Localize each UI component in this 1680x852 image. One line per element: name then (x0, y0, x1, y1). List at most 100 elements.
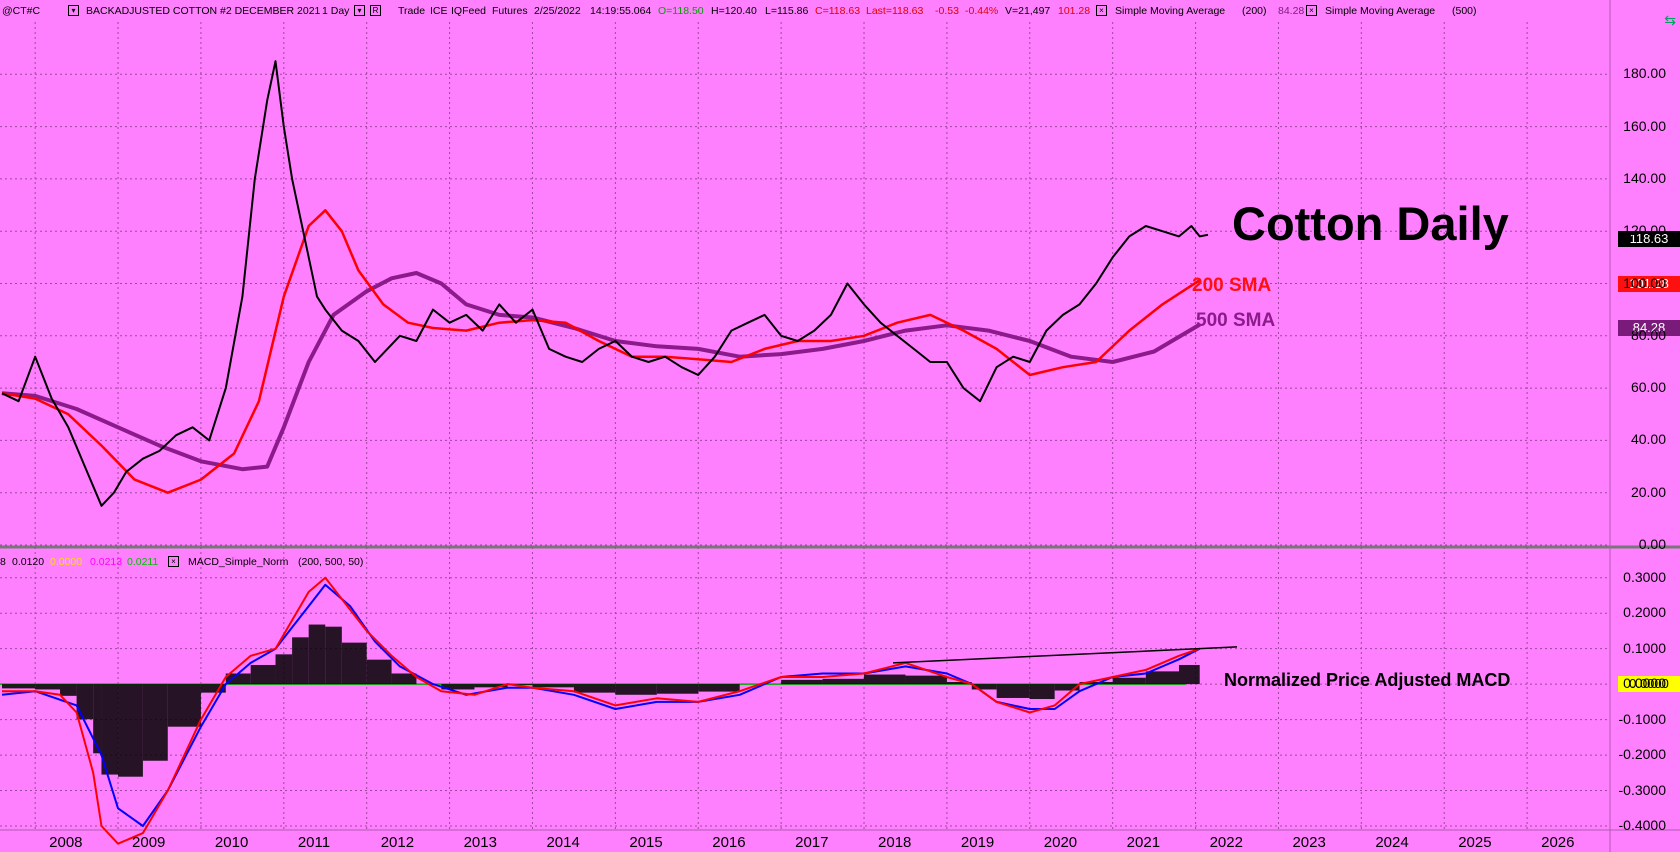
macd-histogram-bar (93, 684, 102, 754)
sma200-value: 101.28 (1058, 5, 1091, 17)
macd-header: 8 0.0120 0.0000 0.0213 0.0211 × MACD_Sim… (0, 551, 1610, 573)
x-tick-label: 2014 (546, 834, 580, 851)
feed: IQFeed (451, 5, 487, 17)
chart-header: @CT#C ▾ BACKADJUSTED COTTON #2 DECEMBER … (0, 0, 1610, 22)
macd-params: (200, 500, 50) (298, 556, 364, 568)
y-tick-label: 80.00 (1630, 326, 1666, 343)
macd-histogram-bar (250, 664, 276, 685)
macd-histogram-bar (1029, 684, 1055, 700)
x-tick-label: 2019 (960, 834, 995, 851)
macd-y-tick-label: 0.1000 (1623, 639, 1666, 656)
change-percent: -0.44% (965, 5, 999, 17)
y-tick-label: 140.00 (1623, 169, 1666, 186)
macd-histogram-bar (822, 678, 865, 685)
sma200-line (1, 209, 1201, 494)
x-tick-label: 2015 (629, 834, 663, 851)
macd-value-1: 0.0120 (12, 556, 45, 568)
x-tick-label: 2020 (1043, 834, 1078, 851)
chart-annotation-title: Cotton Daily (1232, 197, 1509, 250)
refresh-icon[interactable]: R (370, 5, 381, 16)
macd-histogram-bar (441, 684, 475, 690)
x-tick-label: 2023 (1292, 834, 1326, 851)
macd-histogram-bar (1112, 677, 1146, 685)
macd-histogram-bar (946, 682, 972, 685)
close-icon[interactable]: × (1096, 5, 1107, 16)
macd-value-4: 0.0211 (127, 556, 159, 568)
x-tick-label: 2016 (712, 834, 746, 851)
y-tick-label: 40.00 (1630, 431, 1666, 448)
exchange: ICE (430, 5, 448, 17)
macd-histogram-bar (391, 673, 417, 685)
macd-histogram-bar (573, 684, 616, 693)
macd-histogram-bar (507, 684, 533, 686)
x-tick-label: 2009 (132, 834, 166, 851)
macd-histogram-bar (615, 684, 657, 695)
x-tick-label: 2026 (1541, 834, 1575, 851)
macd-histogram-bar (656, 684, 699, 694)
date: 2/25/2022 (534, 5, 581, 17)
macd-y-tick-label: 0.2000 (1623, 604, 1666, 621)
sma200-price-tag: 101.28 (1618, 276, 1680, 292)
close-icon[interactable]: × (168, 556, 179, 567)
x-tick-label: 2008 (49, 834, 83, 851)
sma500-price-tag: 84.28 (1618, 320, 1680, 336)
open-value: O=118.50 (658, 5, 704, 17)
macd-y-tick-label: -0.1000 (1618, 710, 1666, 727)
x-tick-label: 2013 (463, 834, 497, 851)
symbol[interactable]: @CT#C (2, 5, 41, 17)
change-value: -0.53 (935, 5, 959, 17)
macd-y-tick-label: 0.3000 (1623, 568, 1666, 585)
macd-value-2: 0.0000 (50, 556, 83, 568)
x-tick-label: 2017 (795, 834, 829, 851)
macd-histogram-bar (60, 684, 77, 696)
macd-annotation: Normalized Price Adjusted MACD (1224, 670, 1511, 690)
x-tick-label: 2024 (1375, 834, 1409, 851)
macd-histogram-bar (996, 684, 1030, 698)
macd-histogram-bar (76, 684, 94, 720)
macd-value-0: 8 (0, 556, 6, 568)
y-tick-label: 60.00 (1630, 379, 1666, 396)
macd-y-tick-label: -0.3000 (1618, 781, 1666, 798)
sma2-length: (500) (1452, 5, 1477, 17)
dropdown-icon[interactable]: ▾ (68, 5, 79, 16)
sma2-label: Simple Moving Average (1325, 5, 1436, 17)
macd-histogram-bar (341, 642, 367, 685)
high-value: H=120.40 (711, 5, 757, 17)
volume-value: V=21,497 (1005, 5, 1051, 17)
close-icon[interactable]: × (1306, 5, 1317, 16)
contract-type: Futures (492, 5, 528, 17)
macd-line (2, 576, 1201, 845)
macd-histogram-bar (781, 679, 823, 685)
macd-name: MACD_Simple_Norm (188, 556, 289, 568)
macd-histogram-bar (142, 684, 168, 761)
macd-signal-line (1, 583, 1201, 827)
y-tick-label: 120.00 (1623, 222, 1666, 239)
sma1-label: Simple Moving Average (1115, 5, 1226, 17)
sma200-annotation: 200 SMA (1192, 275, 1272, 296)
macd-price-tag: 0.0000 (1618, 676, 1680, 692)
macd-histogram-bar (1178, 664, 1200, 685)
interval[interactable]: 1 Day (322, 5, 350, 17)
macd-histogram-bar (1054, 684, 1080, 691)
y-tick-label: 100.00 (1623, 274, 1666, 291)
last-value: Last=118.63 (866, 5, 924, 17)
y-tick-label: 180.00 (1623, 65, 1666, 82)
macd-histogram-bar (905, 675, 947, 685)
y-tick-label: 20.00 (1630, 483, 1666, 500)
arrows-icon[interactable]: ⇆ (1664, 12, 1676, 28)
sma500-annotation: 500 SMA (1196, 310, 1276, 331)
interval-dropdown-icon[interactable]: ▾ (354, 5, 365, 16)
macd-histogram-bar (167, 684, 201, 727)
macd-histogram-bar (532, 684, 574, 688)
x-tick-label: 2025 (1458, 834, 1492, 851)
macd-histogram-bar (698, 684, 740, 692)
x-tick-label: 2010 (214, 834, 249, 851)
chart-title: BACKADJUSTED COTTON #2 DECEMBER 2021 (86, 5, 321, 17)
macd-histogram-bar (101, 684, 119, 775)
sma500-value: 84.28 (1278, 5, 1305, 17)
macd-histogram-bar (35, 684, 61, 690)
macd-histogram-bar (308, 624, 326, 685)
macd-histogram-bar (200, 684, 226, 693)
macd-histogram-bar (971, 684, 997, 690)
